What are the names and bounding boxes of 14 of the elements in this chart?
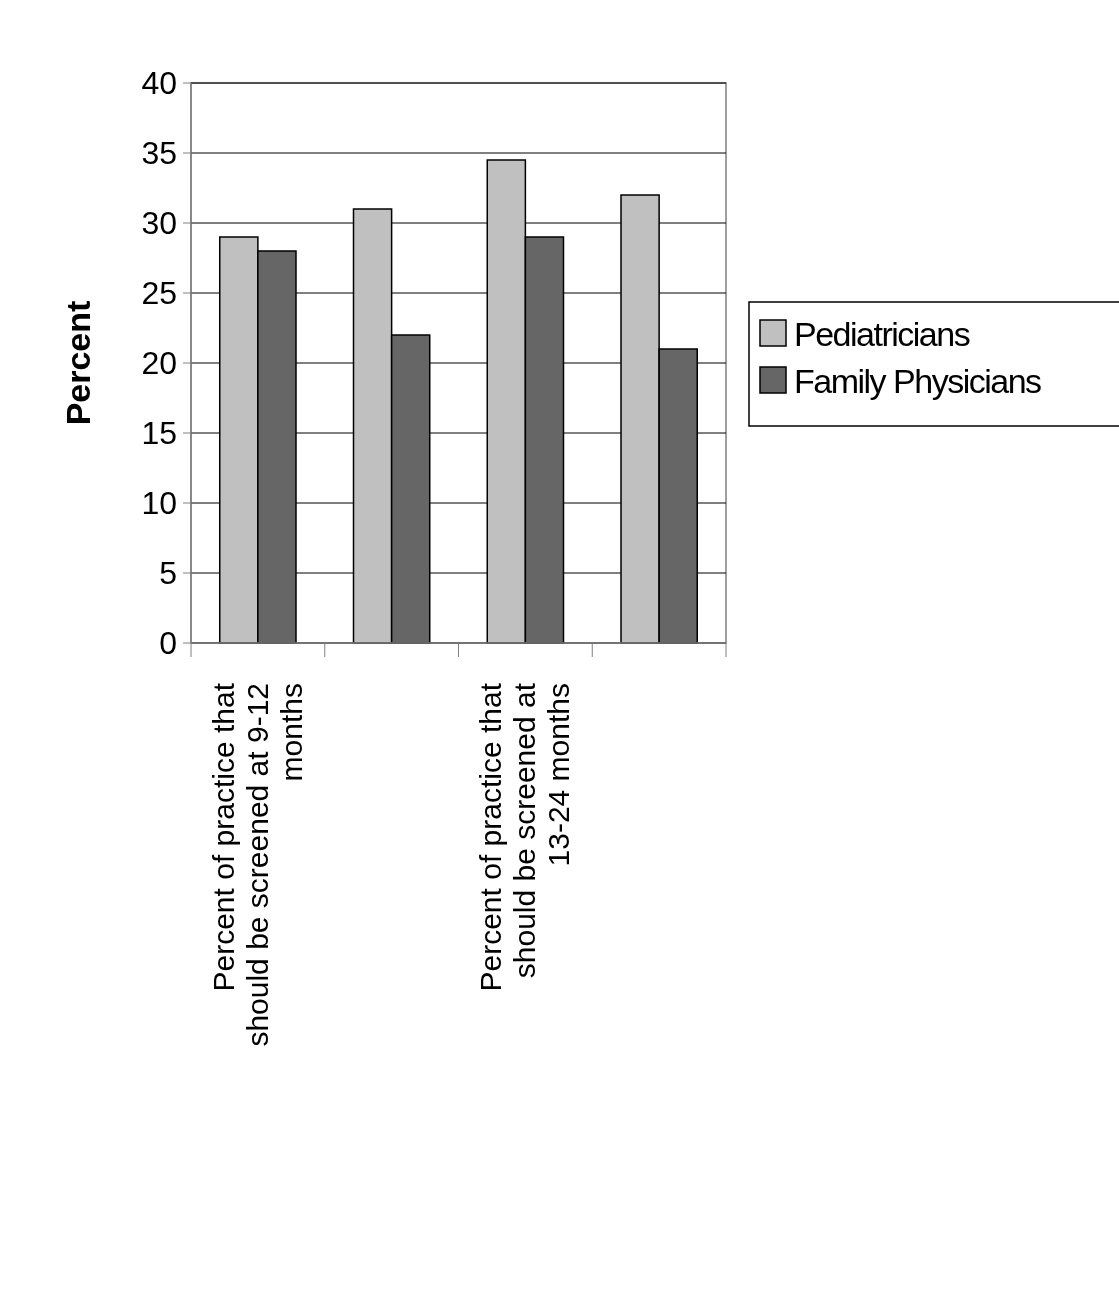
legend-label: Pediatricians xyxy=(794,314,970,353)
y-tick-label: 35 xyxy=(141,135,177,172)
y-tick-label: 15 xyxy=(141,415,177,452)
y-tick-label: 20 xyxy=(141,345,177,382)
y-tick-label: 0 xyxy=(159,625,177,662)
x-tick-label: Percent of practice that should be screened at 13-24 months xyxy=(474,682,576,992)
y-tick-label: 25 xyxy=(141,275,177,312)
y-axis-title: Percent xyxy=(59,300,97,426)
y-tick-label: 5 xyxy=(159,555,177,592)
y-tick-label: 40 xyxy=(141,65,177,102)
y-tick-label: 10 xyxy=(141,485,177,522)
x-tick-label: Percent of practice that should be screened at 9-12 months xyxy=(206,682,308,1047)
y-tick-label: 30 xyxy=(141,205,177,242)
legend-label: Family Physicians xyxy=(794,361,1042,400)
